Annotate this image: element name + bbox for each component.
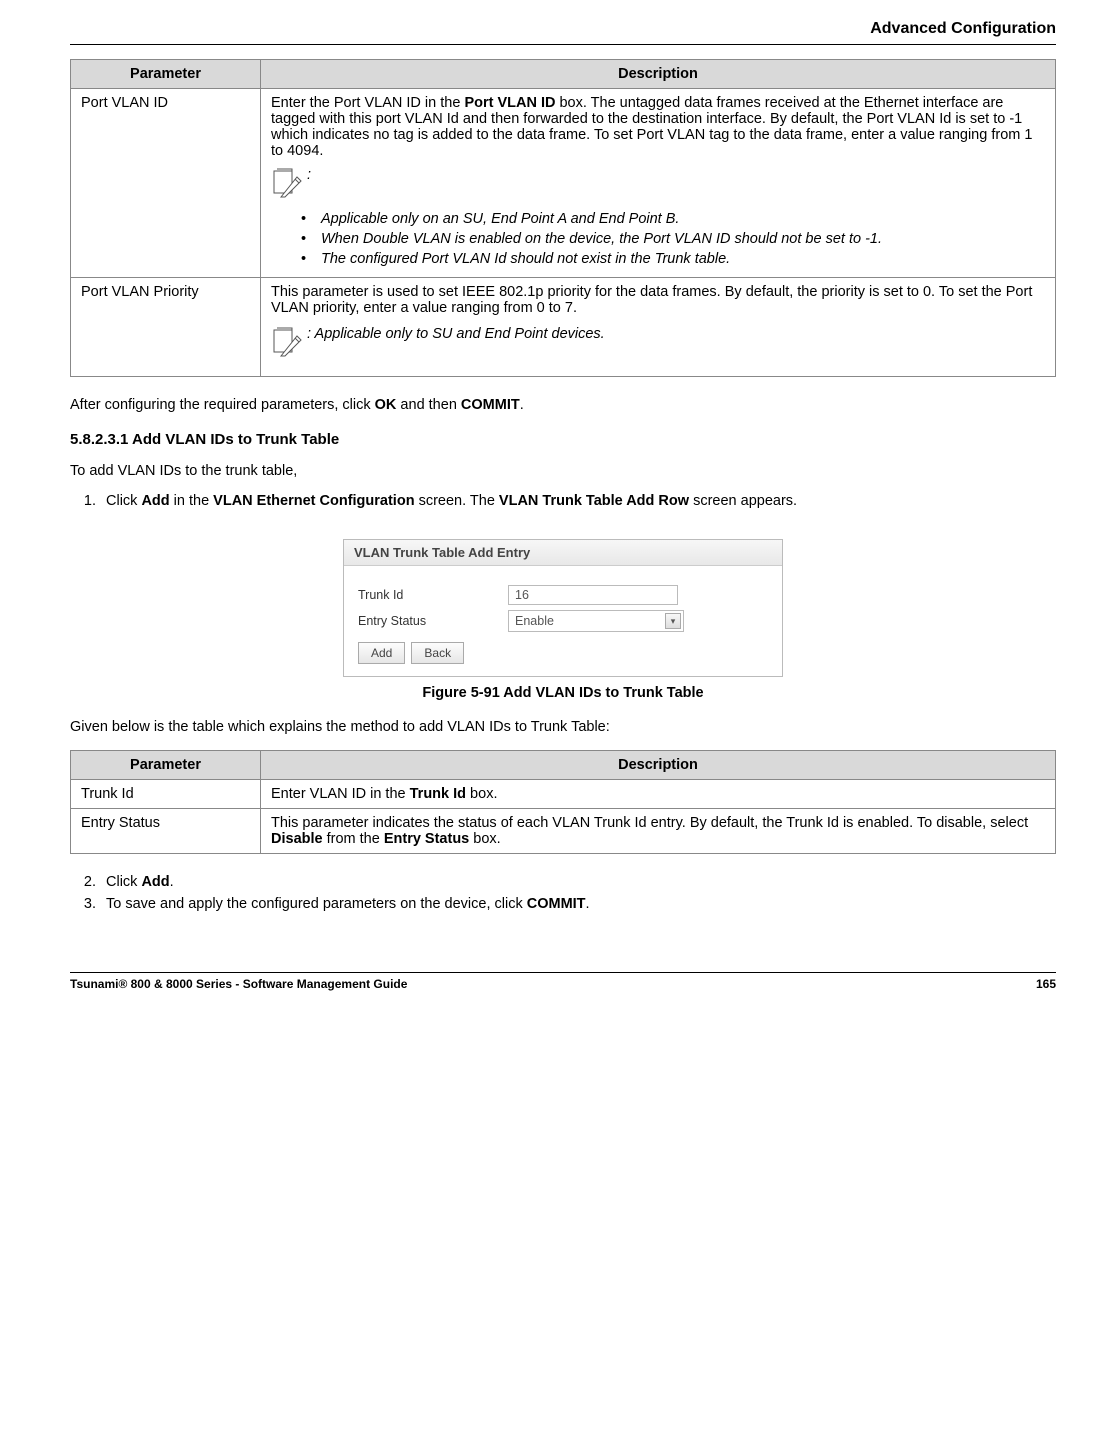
note-icon [271, 326, 303, 362]
note-text: : Applicable only to SU and End Point de… [307, 326, 605, 342]
note-colon: : [307, 167, 311, 183]
entry-status-select[interactable]: Enable ▾ [508, 610, 684, 632]
text: This parameter indicates the status of e… [271, 815, 1028, 831]
desc-cell: This parameter indicates the status of e… [261, 808, 1056, 853]
text-bold: COMMIT [461, 397, 520, 413]
desc-cell: Enter VLAN ID in the Trunk Id box. [261, 779, 1056, 808]
section-intro: To add VLAN IDs to the trunk table, [70, 463, 1056, 479]
text: from the [323, 831, 384, 847]
text-bold: VLAN Ethernet Configuration [213, 493, 414, 509]
note-icon [271, 167, 303, 203]
steps-list-2: Click Add. To save and apply the configu… [100, 874, 1056, 912]
select-value: Enable [515, 614, 554, 628]
text-bold: Disable [271, 831, 323, 847]
screenshot-title: VLAN Trunk Table Add Entry [344, 540, 782, 566]
entry-status-label: Entry Status [358, 614, 508, 628]
text: Enter the Port VLAN ID in the [271, 95, 464, 111]
text: in the [170, 493, 214, 509]
text: Click [106, 874, 141, 890]
text-bold: Port VLAN ID [464, 95, 555, 111]
param-cell: Port VLAN Priority [71, 278, 261, 377]
text-bold: OK [375, 397, 397, 413]
trunk-id-input[interactable]: 16 [508, 585, 678, 605]
footer-rule [70, 972, 1056, 973]
table-row: Entry Status This parameter indicates th… [71, 808, 1056, 853]
text: box. [466, 786, 497, 802]
step-item: To save and apply the configured paramet… [100, 896, 1056, 912]
text-bold: Entry Status [384, 831, 469, 847]
section-heading: 5.8.2.3.1 Add VLAN IDs to Trunk Table [70, 431, 1056, 448]
note-bullet: Applicable only on an SU, End Point A an… [301, 211, 1045, 227]
table-row: Port VLAN ID Enter the Port VLAN ID in t… [71, 89, 1056, 278]
note-bullet: When Double VLAN is enabled on the devic… [301, 231, 1045, 247]
page-header-title: Advanced Configuration [70, 20, 1056, 38]
text-bold: Add [141, 493, 169, 509]
text-bold: Trunk Id [410, 786, 466, 802]
text: . [170, 874, 174, 890]
trunk-id-label: Trunk Id [358, 588, 508, 602]
text: Click [106, 493, 141, 509]
parameter-table-1: Parameter Description Port VLAN ID Enter… [70, 59, 1056, 377]
table-row: Port VLAN Priority This parameter is use… [71, 278, 1056, 377]
footer-reg: ® [118, 977, 127, 991]
add-button[interactable]: Add [358, 642, 405, 664]
figure-caption: Figure 5-91 Add VLAN IDs to Trunk Table [70, 685, 1056, 701]
page-footer: Tsunami® 800 & 8000 Series - Software Ma… [70, 977, 1056, 991]
note-bullet-list: Applicable only on an SU, End Point A an… [301, 211, 1045, 267]
note-bullet: The configured Port VLAN Id should not e… [301, 251, 1045, 267]
back-button[interactable]: Back [411, 642, 464, 664]
footer-text: Tsunami [70, 977, 118, 991]
text: screen. The [415, 493, 499, 509]
footer-text: 800 & 8000 Series - Software Management … [127, 977, 407, 991]
after-config-paragraph: After configuring the required parameter… [70, 397, 1056, 413]
text: . [586, 896, 590, 912]
chevron-down-icon: ▾ [665, 613, 681, 629]
text: Enter VLAN ID in the [271, 786, 410, 802]
steps-list-1: Click Add in the VLAN Ethernet Configura… [100, 493, 1056, 509]
step-item: Click Add in the VLAN Ethernet Configura… [100, 493, 1056, 509]
text-bold: Add [141, 874, 169, 890]
desc-cell: Enter the Port VLAN ID in the Port VLAN … [261, 89, 1056, 278]
param-cell: Trunk Id [71, 779, 261, 808]
text: To save and apply the configured paramet… [106, 896, 527, 912]
page-number: 165 [1036, 977, 1056, 991]
text-bold: VLAN Trunk Table Add Row [499, 493, 689, 509]
table-row: Trunk Id Enter VLAN ID in the Trunk Id b… [71, 779, 1056, 808]
table2-header-desc: Description [261, 750, 1056, 779]
text: . [520, 397, 524, 413]
table1-header-param: Parameter [71, 60, 261, 89]
desc-cell: This parameter is used to set IEEE 802.1… [261, 278, 1056, 377]
text: box. [469, 831, 500, 847]
given-below-paragraph: Given below is the table which explains … [70, 719, 1056, 735]
table2-header-param: Parameter [71, 750, 261, 779]
text: and then [396, 397, 461, 413]
header-rule [70, 44, 1056, 45]
step-item: Click Add. [100, 874, 1056, 890]
param-cell: Port VLAN ID [71, 89, 261, 278]
param-cell: Entry Status [71, 808, 261, 853]
vlan-trunk-add-screenshot: VLAN Trunk Table Add Entry Trunk Id 16 E… [343, 539, 783, 677]
text: screen appears. [689, 493, 797, 509]
text-bold: COMMIT [527, 896, 586, 912]
text: After configuring the required parameter… [70, 397, 375, 413]
table1-header-desc: Description [261, 60, 1056, 89]
text: This parameter is used to set IEEE 802.1… [271, 284, 1032, 316]
parameter-table-2: Parameter Description Trunk Id Enter VLA… [70, 750, 1056, 854]
